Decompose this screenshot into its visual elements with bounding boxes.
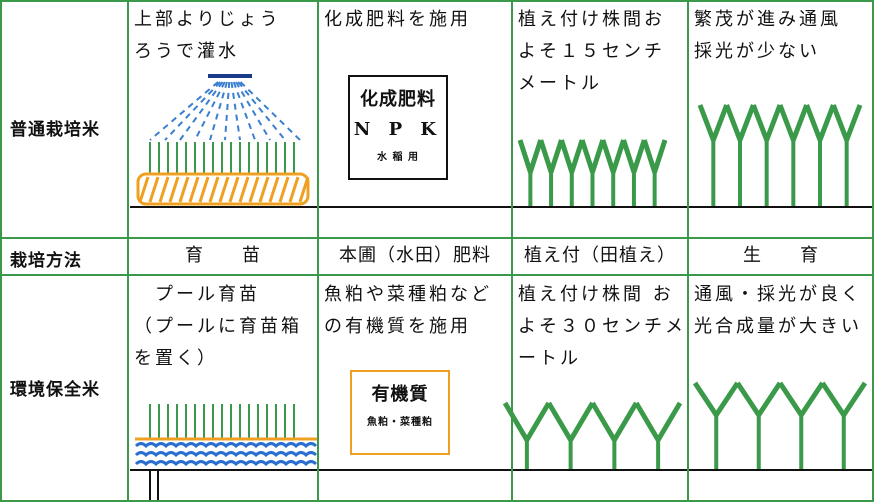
- rice-plant: [600, 139, 626, 175]
- seed-bed-hatch: [138, 176, 150, 203]
- cell-line: 光合成量が大きい: [694, 316, 862, 337]
- seed-bed-hatch: [238, 176, 250, 203]
- cell-line: （プールに育苗箱: [134, 316, 302, 337]
- rice-plant: [777, 104, 810, 143]
- cell-text: プール育苗 （プールに育苗箱 を置く）: [134, 279, 316, 375]
- rice-plant: [559, 139, 585, 175]
- rice-plant: [735, 381, 783, 418]
- cell-line: 育 苗: [185, 245, 261, 266]
- rice-plant: [692, 381, 740, 418]
- water-ray: [164, 81, 221, 141]
- water-ray: [237, 81, 286, 141]
- rice-plant: [634, 401, 683, 443]
- rice-plant: [777, 381, 825, 418]
- rice-plant: [621, 139, 647, 175]
- seed-bed-hatch: [208, 176, 220, 203]
- rice-plant: [750, 104, 783, 143]
- cell-line: 本圃（水田）肥料: [339, 245, 491, 266]
- cell-line: よそ１５センチ: [518, 41, 665, 62]
- seed-bed-hatch: [218, 176, 230, 203]
- cell-line: 植え付け株間お: [518, 9, 665, 30]
- box-line: 水 稲 用: [377, 152, 419, 163]
- seed-bed-hatch: [298, 176, 310, 203]
- rice-plant: [579, 139, 606, 175]
- pool-water: [134, 460, 318, 467]
- seed-bed-hatch: [228, 176, 240, 203]
- cell-text: 上部よりじょう ろうで灌水: [134, 4, 316, 68]
- pool-water: [134, 451, 318, 458]
- box-line: 魚粕・菜種粕: [367, 417, 433, 428]
- rice-plant: [697, 104, 730, 143]
- seed-bed-hatch: [248, 176, 260, 203]
- seed-bed-hatch: [278, 176, 290, 203]
- rice-plant: [724, 104, 756, 143]
- cell-line: 植え付（田植え）: [524, 245, 676, 266]
- cell-line: 通風・採光が良く: [694, 284, 862, 305]
- cell-line: 生 育: [743, 245, 819, 266]
- cell-line: 繁茂が進み通風: [694, 9, 841, 30]
- cell-text: 通風・採光が良く 光合成量が大きい: [694, 279, 872, 343]
- rice-plant: [546, 401, 595, 443]
- seed-bed-hatch: [258, 176, 270, 203]
- water-ray: [230, 81, 241, 141]
- cell-text: 繁茂が進み通風 採光が少ない: [694, 4, 872, 68]
- cell-text: 育 苗: [128, 240, 318, 272]
- row-label: 普通栽培米: [10, 120, 100, 140]
- rice-plant: [517, 139, 544, 175]
- cell-line: の有機質を施用: [324, 316, 471, 337]
- rice-plant: [804, 104, 836, 143]
- seed-bed-hatch: [148, 176, 160, 203]
- seed-bed-hatch: [168, 176, 180, 203]
- water-ray: [224, 81, 231, 141]
- rice-plant: [830, 104, 863, 143]
- seed-bed-hatch: [178, 176, 190, 203]
- cell-text: 生 育: [688, 240, 874, 272]
- cell-text: 植え付（田植え）: [512, 240, 688, 272]
- cell-line: 魚粕や菜種粕など: [324, 284, 492, 305]
- pool-water: [134, 442, 318, 449]
- rice-plant: [538, 139, 564, 175]
- water-ray: [149, 81, 219, 141]
- cell-line: よそ３０センチメ: [518, 316, 686, 337]
- cell-text: 魚粕や菜種粕など の有機質を施用: [324, 279, 510, 343]
- seed-bed-hatch: [268, 176, 280, 203]
- row-label: 栽培方法: [10, 251, 82, 271]
- box-line: 化成肥料: [360, 89, 436, 110]
- cell-line: 採光が少ない: [694, 41, 820, 62]
- rice-plant: [590, 401, 639, 443]
- water-ray: [235, 81, 271, 141]
- rice-plant: [820, 381, 868, 418]
- cell-text: 本圃（水田）肥料: [318, 240, 512, 272]
- water-ray: [194, 81, 226, 141]
- water-ray: [179, 81, 224, 141]
- cell-line: 上部よりじょう: [134, 9, 281, 30]
- cell-line: 植え付け株間 お: [518, 284, 674, 305]
- box-line: 有機質: [371, 384, 429, 405]
- cell-line: ろうで灌水: [134, 41, 239, 62]
- nozzle: [208, 74, 252, 78]
- rice-plant: [641, 139, 668, 175]
- seed-bed-hatch: [188, 176, 200, 203]
- cell-line: ートル: [518, 348, 581, 369]
- box-line: N P K: [353, 119, 443, 140]
- water-ray: [232, 81, 256, 141]
- cell-line: 化成肥料を施用: [324, 9, 471, 30]
- cell-text: 植え付け株間 およそ３０センチメ ートル: [518, 279, 686, 375]
- label-box: 化成肥料 N P K 水 稲 用: [348, 75, 448, 180]
- water-ray: [239, 81, 301, 141]
- label-box: 有機質 魚粕・菜種粕: [350, 370, 450, 455]
- cell-text: 化成肥料を施用: [324, 4, 510, 36]
- seed-bed-hatch: [198, 176, 210, 203]
- cell-line: プール育苗: [134, 284, 260, 305]
- seed-bed-hatch: [158, 176, 170, 203]
- cell-text: 植え付け株間お よそ１５センチ メートル: [518, 4, 686, 100]
- row-label: 環境保全米: [10, 380, 100, 400]
- cell-line: メートル: [518, 73, 602, 94]
- seed-bed-hatch: [288, 176, 300, 203]
- cell-line: を置く）: [134, 348, 218, 369]
